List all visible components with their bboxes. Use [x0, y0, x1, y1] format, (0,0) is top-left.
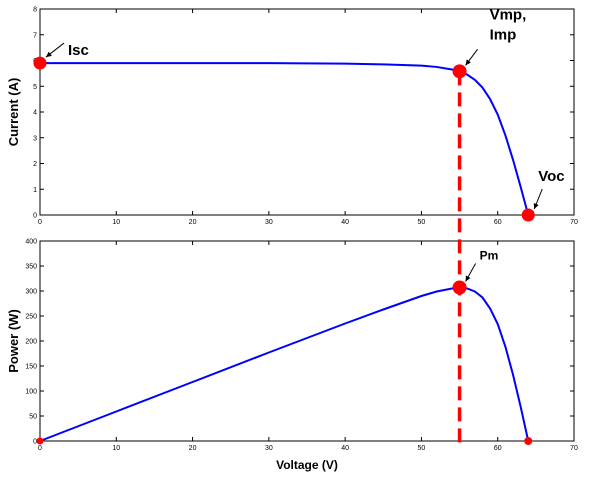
annotation-arrowhead [465, 275, 471, 282]
x-tick-label: 50 [418, 219, 426, 226]
x-tick-label: 70 [570, 445, 578, 452]
pv-markers: Pm [36, 249, 533, 445]
x-tick-label: 20 [189, 445, 197, 452]
y-tick-label: 250 [25, 314, 37, 321]
y-tick-label: 100 [25, 389, 37, 396]
y-tick-label: 350 [25, 264, 37, 271]
marker-label: Vmp, Imp [490, 6, 527, 43]
y-tick-label: 200 [25, 339, 37, 346]
x-tick-label: 40 [341, 445, 349, 452]
marker-label: Isc [68, 42, 89, 59]
pv-x-axis-label: Voltage (V) [276, 458, 338, 472]
marker-point [33, 56, 47, 70]
marker-point [521, 208, 535, 222]
y-tick-label: 1 [33, 187, 37, 194]
y-tick-label: 0 [33, 439, 37, 446]
x-tick-label: 0 [38, 445, 42, 452]
y-tick-label: 8 [33, 7, 37, 14]
x-tick-label: 60 [494, 219, 502, 226]
marker-point [36, 437, 44, 445]
x-tick-label: 30 [265, 445, 273, 452]
y-tick-label: 4 [33, 110, 37, 117]
x-tick-label: 10 [112, 445, 120, 452]
marker-point [524, 437, 533, 445]
y-tick-label: 2 [33, 161, 37, 168]
y-tick-label: 0 [33, 213, 37, 220]
x-tick-label: 40 [341, 219, 349, 226]
x-tick-label: 30 [265, 219, 273, 226]
annotation-arrowhead [46, 51, 52, 58]
iv-y-axis-label: Current (A) [6, 78, 21, 147]
iv-plot-frame [39, 8, 575, 216]
annotation-arrowhead [533, 203, 539, 209]
y-tick-label: 300 [25, 289, 37, 296]
x-tick-label: 20 [189, 219, 197, 226]
x-tick-label: 50 [418, 445, 426, 452]
x-tick-label: 0 [38, 219, 42, 226]
y-tick-label: 400 [25, 239, 37, 246]
pv-ticks: 0 10 20 30 40 50 60 70 0 50 100 150 200 250 300 350 400 [25, 239, 578, 453]
annotation-arrowhead [465, 59, 471, 66]
iv-chart: Current (A) 010203040506070012345678 Isc… [6, 6, 578, 226]
marker-label: Voc [538, 168, 564, 185]
pv-chart: Power (W) Voltage (V) 0 10 20 30 40 50 60 70 0 50… [6, 239, 578, 473]
y-tick-label: 3 [33, 135, 37, 142]
y-tick-label: 7 [33, 32, 37, 39]
pv-plot-frame [39, 240, 575, 442]
y-tick-label: 5 [33, 84, 37, 91]
y-tick-label: 50 [29, 414, 37, 421]
x-tick-label: 60 [494, 445, 502, 452]
pv-y-axis-label: Power (W) [6, 309, 21, 373]
y-tick-label: 150 [25, 364, 37, 371]
x-tick-label: 70 [570, 219, 578, 226]
marker-label: Pm [480, 249, 499, 263]
x-tick-label: 10 [112, 219, 120, 226]
